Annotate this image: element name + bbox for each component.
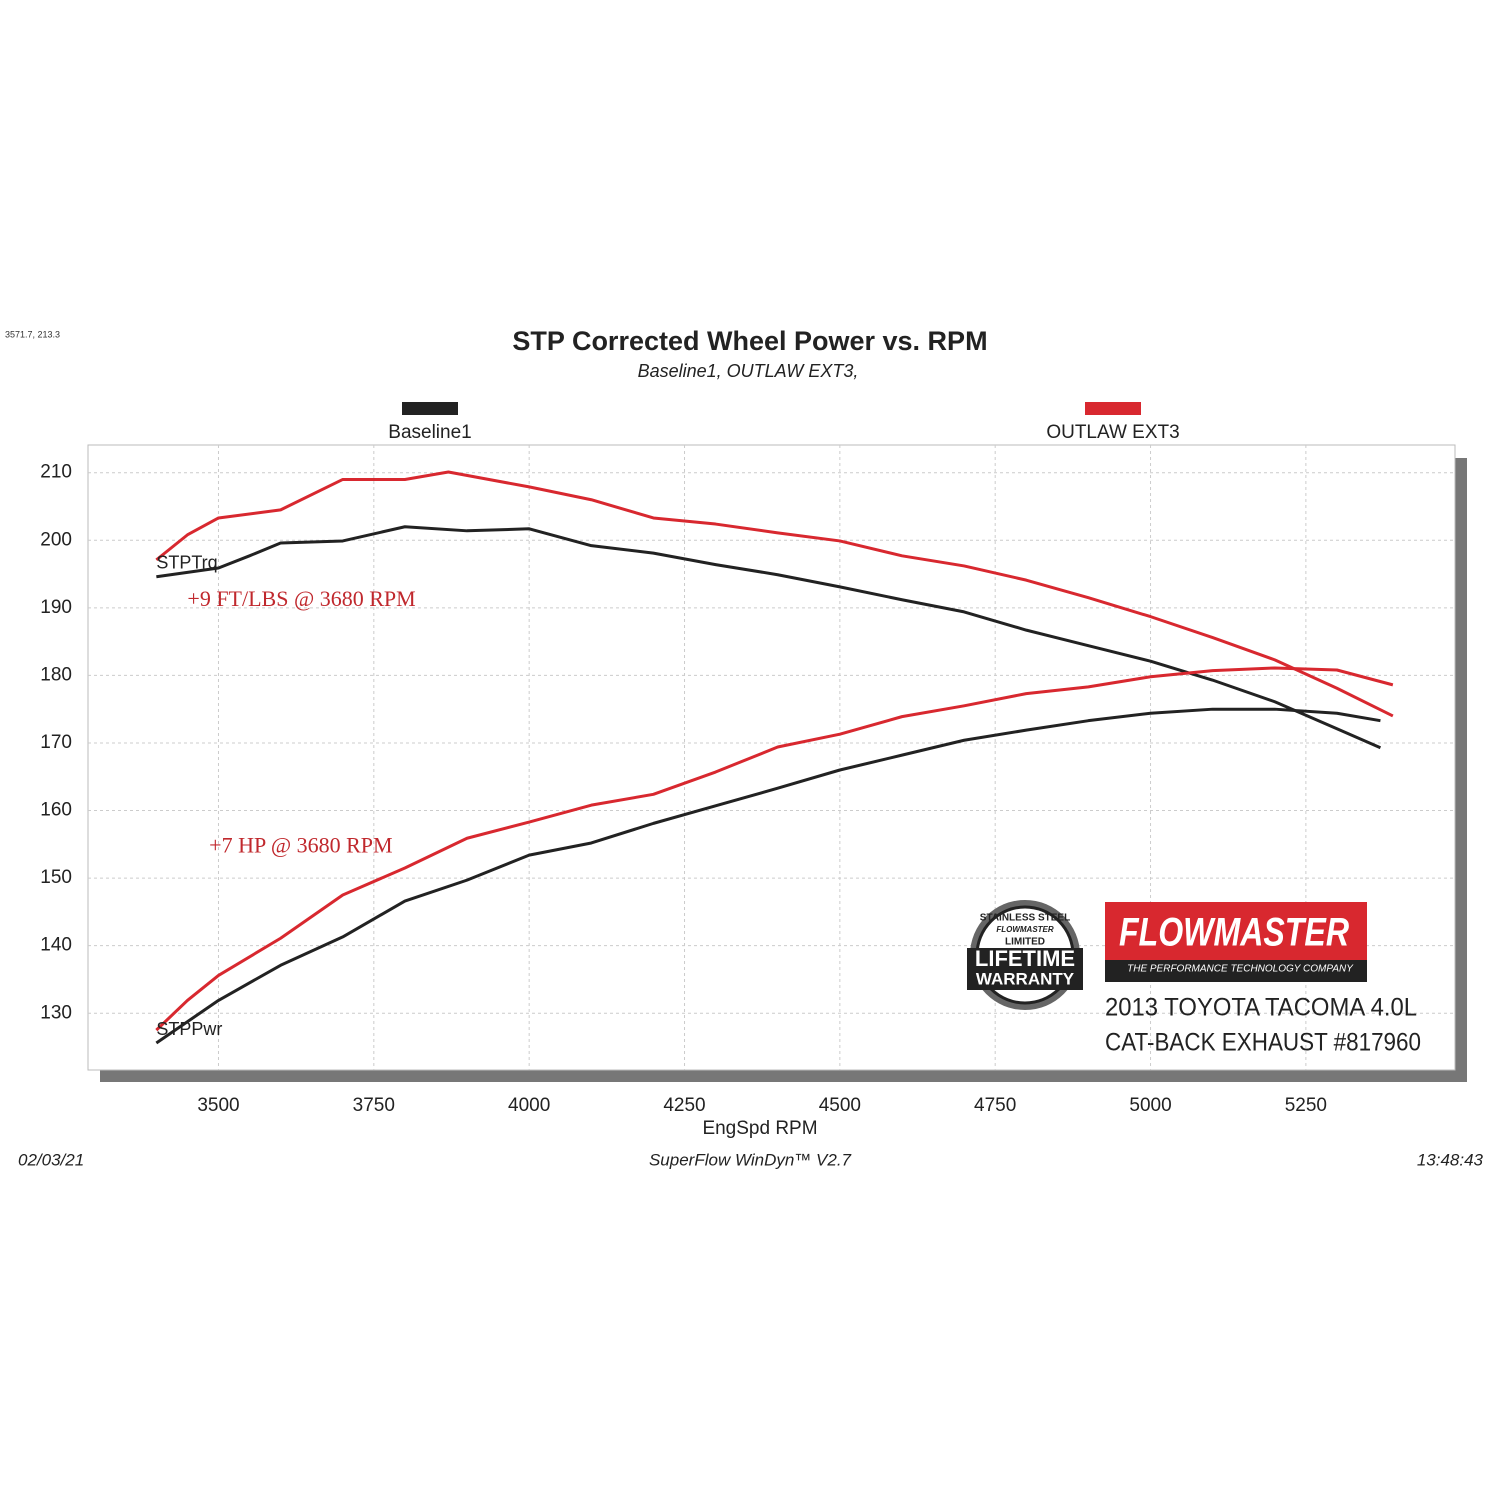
logo-line2: CAT-BACK EXHAUST #817960 [1105,1029,1421,1057]
grid [88,445,1455,1070]
y-tick-label: 190 [40,597,72,618]
logo-red [1105,902,1367,960]
x-axis-label: EngSpd RPM [702,1118,817,1139]
x-tick-label: 4500 [819,1095,861,1116]
footer-software: SuperFlow WinDyn™ V2.7 [649,1150,852,1169]
y-tick-label: 130 [40,1002,72,1023]
x-tick-label: 5250 [1285,1095,1327,1116]
series-line [156,525,1382,750]
lines [155,470,1394,1045]
badge-middle: LIMITED [1005,937,1045,948]
logo-tagline: THE PERFORMANCE TECHNOLOGY COMPANY [1127,964,1354,975]
series-line [155,470,1394,718]
curve-label: STPTrq [156,553,217,573]
chart-title: STP Corrected Wheel Power vs. RPM [512,326,987,356]
badge-line1: LIFETIME [975,946,1075,971]
annotation: +9 FT/LBS @ 3680 RPM [187,586,415,611]
chart-subtitle: Baseline1, OUTLAW EXT3, [638,361,859,381]
annotation: +7 HP @ 3680 RPM [209,833,392,858]
legend-swatch [1085,402,1141,415]
footer-date: 02/03/21 [18,1150,84,1169]
y-tick-label: 170 [40,732,72,753]
badge-top: STAINLESS STEEL [980,913,1070,924]
logo-brand: FLOWMASTER [1119,911,1349,955]
badge-line2: WARRANTY [976,969,1075,988]
y-tick-label: 180 [40,664,72,685]
x-tick-label: 3750 [353,1095,395,1116]
legend-label: OUTLAW EXT3 [1046,422,1179,443]
series-line [155,666,1394,1032]
warranty-badge: STAINLESS STEEL FLOWMASTER LIMITED LIFET… [967,900,1083,1010]
curve-label: STPPwr [156,1019,222,1039]
footer-time: 13:48:43 [1417,1150,1484,1169]
y-tick-label: 200 [40,529,72,550]
corner-note: 3571.7, 213.3 [5,329,60,339]
y-tick-label: 160 [40,800,72,821]
x-tick-label: 4000 [508,1095,550,1116]
x-tick-label: 4750 [974,1095,1016,1116]
x-tick-label: 5000 [1129,1095,1171,1116]
x-tick-label: 4250 [663,1095,705,1116]
y-tick-label: 140 [40,935,72,956]
legend-label: Baseline1 [388,422,471,443]
logo-line1: 2013 TOYOTA TACOMA 4.0L [1105,994,1417,1022]
y-tick-label: 150 [40,867,72,888]
badge-brand: FLOWMASTER [996,925,1054,934]
badge-band [967,948,1083,990]
flowmaster-logo: FLOWMASTER THE PERFORMANCE TECHNOLOGY CO… [1105,902,1367,982]
y-tick-label: 210 [40,462,72,483]
labels: 130 140 150 160 170 180 190 200 210 3500 3750 4000 4… [40,402,1327,1116]
x-tick-label: 3500 [197,1095,239,1116]
series-line [155,707,1381,1045]
legend-swatch [402,402,458,415]
